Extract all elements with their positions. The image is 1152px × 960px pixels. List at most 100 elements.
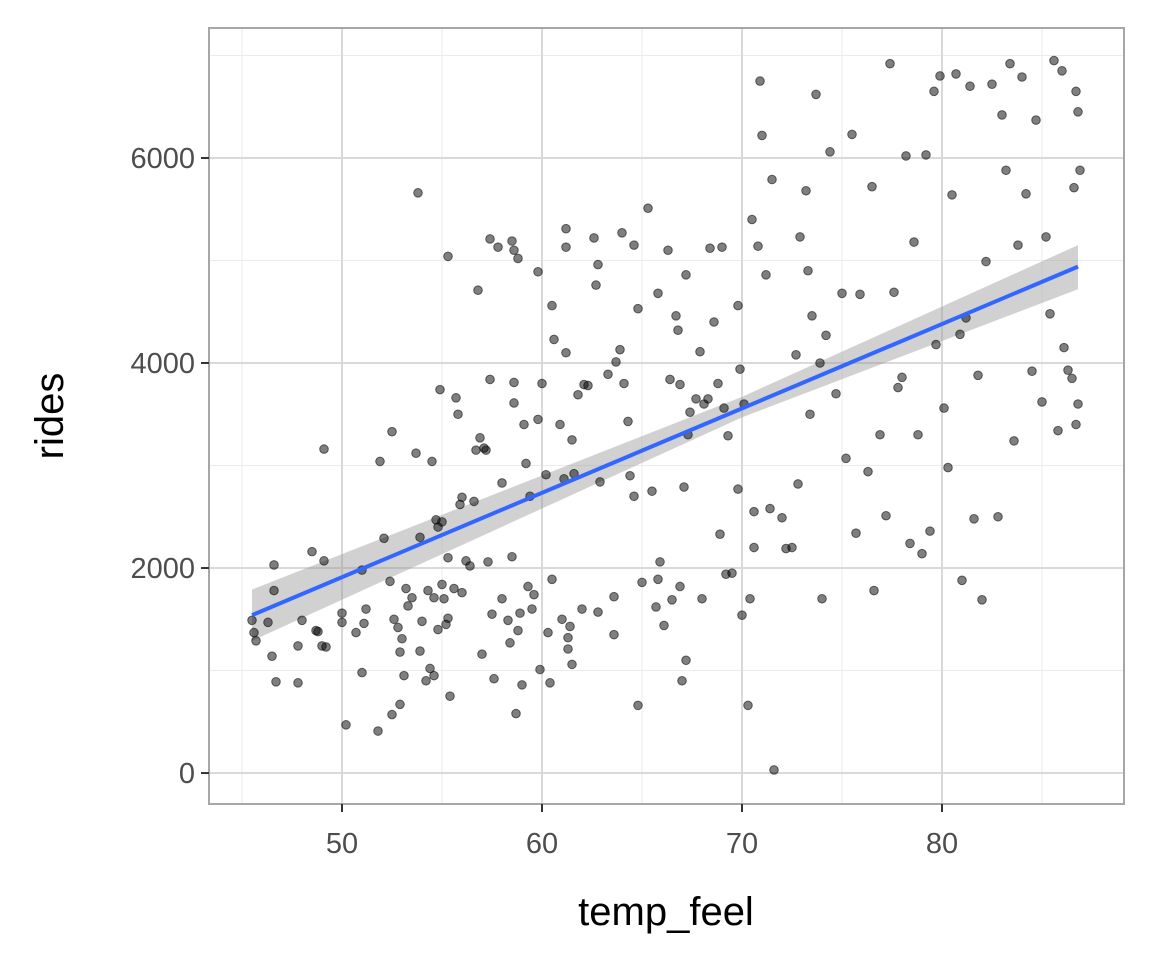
data-point xyxy=(851,528,861,538)
data-point xyxy=(387,426,397,437)
data-point xyxy=(449,583,459,594)
data-point xyxy=(469,496,479,507)
data-point xyxy=(1005,58,1015,69)
data-point xyxy=(745,593,755,604)
data-point xyxy=(439,593,449,604)
y-tick-label: 0 xyxy=(179,758,195,790)
data-point xyxy=(881,510,891,521)
data-point xyxy=(637,577,647,588)
data-point xyxy=(925,526,935,536)
data-point xyxy=(993,511,1003,522)
data-point xyxy=(803,265,813,276)
data-point xyxy=(351,627,361,638)
data-point xyxy=(513,625,523,636)
data-point xyxy=(863,466,873,477)
data-point xyxy=(415,646,425,656)
data-point xyxy=(475,433,485,443)
data-point xyxy=(909,237,919,247)
data-point xyxy=(921,150,931,160)
data-point xyxy=(815,358,825,368)
data-point xyxy=(509,245,519,256)
data-point xyxy=(485,234,495,244)
data-point xyxy=(811,89,821,100)
data-point xyxy=(1017,72,1027,82)
data-point xyxy=(1001,165,1011,176)
data-point xyxy=(929,86,939,97)
x-axis-title: temp_feel xyxy=(578,890,754,934)
data-point xyxy=(547,574,557,585)
data-point xyxy=(695,346,705,357)
data-point xyxy=(373,726,383,736)
data-point xyxy=(735,364,745,374)
data-point xyxy=(889,287,899,298)
data-point xyxy=(609,591,619,602)
data-point xyxy=(817,593,827,604)
data-point xyxy=(477,649,487,659)
data-point xyxy=(417,616,427,627)
data-point xyxy=(1063,365,1073,375)
data-point xyxy=(251,636,261,646)
data-point xyxy=(533,266,543,277)
data-point xyxy=(749,506,759,517)
data-point xyxy=(681,655,691,666)
data-point xyxy=(437,579,447,590)
data-point xyxy=(623,416,633,427)
data-point xyxy=(629,240,639,250)
data-point xyxy=(523,581,533,592)
data-point xyxy=(583,380,593,391)
data-point xyxy=(681,270,691,280)
data-point xyxy=(755,76,765,86)
data-point xyxy=(487,609,497,619)
data-point xyxy=(1071,86,1081,97)
data-point xyxy=(521,458,531,469)
data-point xyxy=(481,445,491,455)
data-point xyxy=(515,608,525,618)
data-point xyxy=(563,632,573,643)
data-point xyxy=(897,372,907,383)
data-point xyxy=(395,699,405,710)
data-point xyxy=(1049,55,1059,66)
data-point xyxy=(1009,436,1019,446)
data-point xyxy=(385,576,395,587)
data-point xyxy=(319,444,329,454)
data-point xyxy=(807,311,817,321)
x-tick-label: 60 xyxy=(526,828,558,860)
data-point xyxy=(737,610,747,620)
data-point xyxy=(337,608,347,618)
data-point xyxy=(443,251,453,262)
data-point xyxy=(697,593,707,604)
data-point xyxy=(767,174,777,185)
data-point xyxy=(445,691,455,701)
data-point xyxy=(1057,66,1067,76)
data-point xyxy=(403,601,413,611)
data-point xyxy=(421,675,431,686)
data-point xyxy=(673,325,683,335)
data-point xyxy=(885,58,895,69)
smooth-line-group xyxy=(251,264,1079,618)
data-point xyxy=(957,575,967,586)
data-point xyxy=(935,71,945,81)
data-point xyxy=(743,700,753,711)
data-point xyxy=(951,69,961,79)
data-point xyxy=(947,190,957,200)
data-point xyxy=(413,188,423,198)
data-point xyxy=(503,615,513,626)
data-point xyxy=(319,556,329,566)
data-point xyxy=(977,595,987,605)
data-point xyxy=(337,617,347,628)
data-point xyxy=(801,185,811,196)
data-point xyxy=(749,542,759,553)
data-point xyxy=(577,604,587,614)
data-point xyxy=(1037,397,1047,407)
data-point xyxy=(563,644,573,654)
data-point xyxy=(547,300,557,311)
data-point xyxy=(969,514,979,524)
data-point xyxy=(423,585,433,596)
data-point xyxy=(733,484,743,494)
data-point xyxy=(411,448,421,459)
data-point xyxy=(795,232,805,242)
data-point xyxy=(529,589,539,600)
y-axis: 0 2000 4000 6000 xyxy=(130,143,209,790)
data-point xyxy=(435,384,445,395)
data-point xyxy=(825,147,835,157)
